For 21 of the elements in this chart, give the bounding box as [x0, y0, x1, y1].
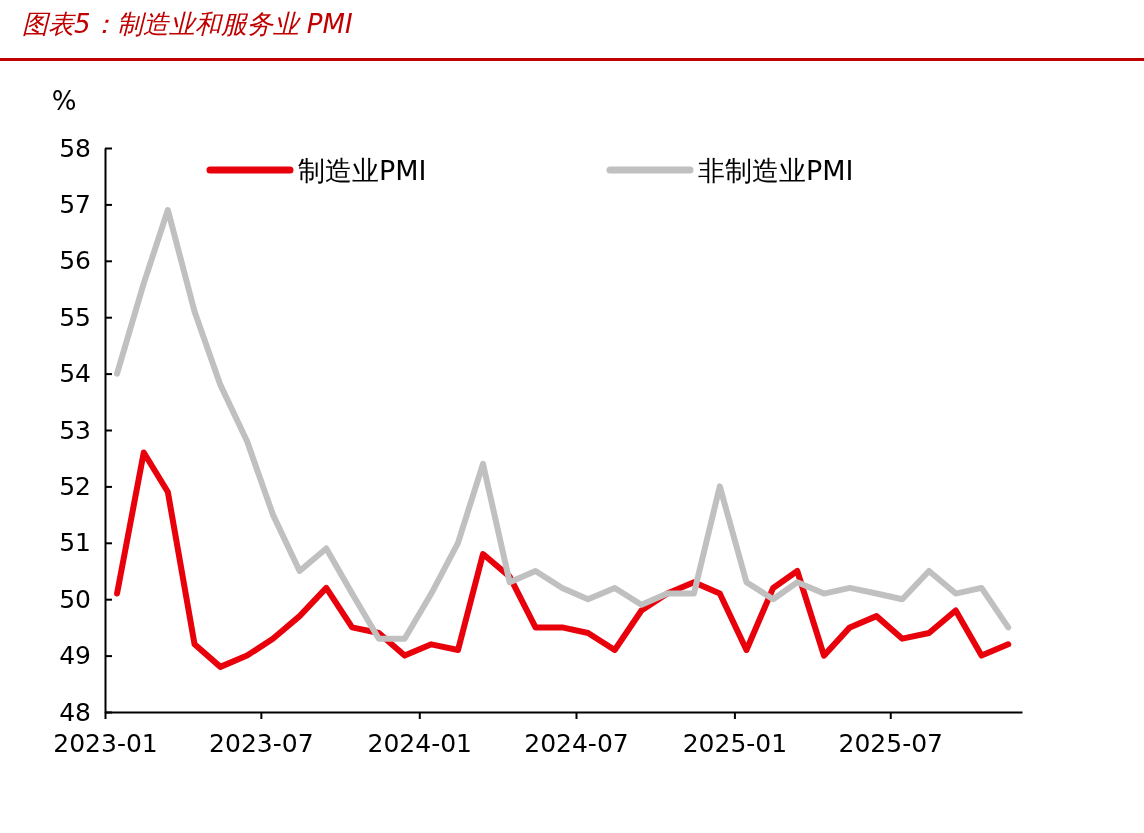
x-tick-label: 2025-01 [682, 729, 788, 758]
x-tick-label: 2023-07 [209, 729, 314, 758]
y-tick-label: 57 [59, 189, 91, 219]
y-tick-label: 55 [59, 302, 91, 332]
y-tick-label: 51 [59, 528, 91, 558]
y-tick-label: 54 [59, 359, 91, 389]
y-tick-label: 58 [59, 133, 91, 163]
y-tick-label: 53 [59, 415, 91, 445]
y-axis-title: % [51, 86, 77, 116]
x-tick-label: 2024-07 [524, 729, 629, 758]
x-tick-label: 2024-01 [367, 729, 473, 758]
legend-label: 制造业PMI [298, 155, 427, 186]
y-tick-label: 49 [59, 641, 91, 671]
y-tick-label: 52 [59, 471, 91, 501]
legend-label: 非制造业PMI [698, 155, 854, 186]
x-tick-label: 2025-07 [838, 729, 943, 758]
y-tick-label: 50 [59, 584, 91, 614]
chart-title: 图表5：制造业和服务业 PMI [22, 9, 353, 39]
x-tick-label: 2023-01 [53, 729, 158, 758]
y-tick-label: 48 [59, 697, 91, 727]
y-tick-label: 56 [59, 246, 91, 276]
